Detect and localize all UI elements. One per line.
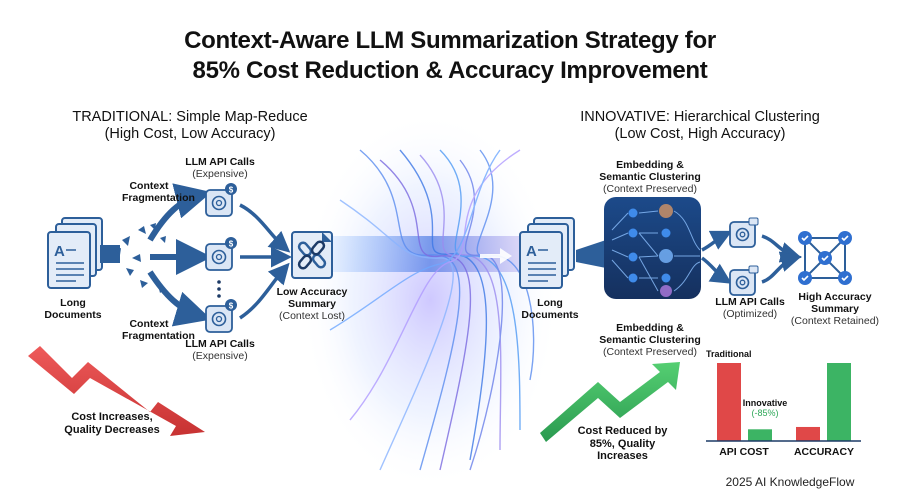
api-calls-title: LLM API Calls bbox=[715, 296, 785, 308]
summary-note: (Context Lost) bbox=[279, 310, 345, 323]
clustering-label-bottom: Embedding & Semantic Clustering (Context… bbox=[595, 322, 705, 358]
cost-reduction-arrow bbox=[540, 362, 680, 442]
bar-label-innovative: Innovative (-85%) bbox=[740, 398, 790, 419]
api-calls-note: (Expensive) bbox=[192, 350, 248, 363]
innovative-subheading: (Low Cost, High Accuracy) bbox=[614, 126, 786, 142]
api-calls-note: (Optimized) bbox=[722, 308, 778, 321]
llm-api-icon: $ bbox=[205, 237, 237, 271]
comparison-bar-chart bbox=[717, 363, 851, 441]
document-stack-icon: A bbox=[519, 217, 575, 289]
innovative-heading: INNOVATIVE: Hierarchical Clustering (Low… bbox=[545, 109, 855, 143]
traditional-heading: TRADITIONAL: Simple Map-Reduce (High Cos… bbox=[40, 109, 340, 143]
clustering-title: Embedding & Semantic Clustering bbox=[599, 322, 701, 347]
reduction-label: (-85%) bbox=[751, 408, 779, 419]
innovative-trend-text: Cost Reduced by 85%, Quality Increases bbox=[577, 425, 668, 463]
checkmark-network-icon bbox=[798, 231, 852, 285]
documents-label: Long Documents bbox=[521, 297, 579, 322]
api-calls-title: LLM API Calls bbox=[185, 338, 255, 350]
broken-link-icon bbox=[291, 231, 333, 279]
split-arrows bbox=[700, 230, 733, 284]
bar-accuracy-innovative bbox=[827, 363, 851, 441]
api-calls-title: LLM API Calls bbox=[185, 156, 255, 168]
optimized-api-label: LLM API Calls (Optimized) bbox=[710, 296, 790, 320]
svg-text:$: $ bbox=[229, 302, 234, 311]
clustering-title: Embedding & Semantic Clustering bbox=[599, 159, 701, 184]
fragmentation-arrows bbox=[100, 183, 212, 327]
innovative-heading-text: INNOVATIVE: Hierarchical Clustering bbox=[580, 109, 820, 125]
page-title: Context-Aware LLM Summarization Strategy… bbox=[0, 26, 900, 86]
title-line-1: Context-Aware LLM Summarization Strategy… bbox=[184, 27, 716, 54]
svg-text:A: A bbox=[526, 243, 537, 260]
cluster-network-icon bbox=[604, 197, 701, 299]
clustering-note: (Context Preserved) bbox=[603, 183, 697, 196]
merge-arrows bbox=[761, 234, 802, 284]
input-beam bbox=[576, 240, 606, 268]
documents-label: Long Documents bbox=[44, 297, 102, 322]
ellipsis-dots bbox=[217, 280, 221, 298]
bar-api-cost-traditional bbox=[717, 363, 741, 441]
document-stack-icon: A bbox=[47, 217, 103, 289]
cost-increase-arrow bbox=[28, 346, 205, 436]
api-calls-label-bottom: LLM API Calls (Expensive) bbox=[180, 338, 260, 362]
footer-credit: 2025 AI KnowledgeFlow bbox=[725, 475, 855, 489]
data-stream-swirl bbox=[300, 110, 560, 490]
bar-accuracy-traditional bbox=[796, 426, 820, 441]
summary-note: (Context Retained) bbox=[790, 315, 880, 328]
summary-title: High Accuracy Summary bbox=[798, 291, 872, 316]
clustering-label-top: Embedding & Semantic Clustering (Context… bbox=[595, 159, 705, 195]
llm-api-icon: $ bbox=[205, 299, 237, 333]
category-label-accuracy: ACCURACY bbox=[793, 446, 855, 458]
bar-label-traditional: Traditional bbox=[706, 349, 752, 359]
summary-title: Low Accuracy Summary bbox=[276, 286, 348, 311]
title-line-2: 85% Cost Reduction & Accuracy Improvemen… bbox=[192, 57, 708, 84]
fragmentation-label-top: Context Fragmentation bbox=[122, 180, 195, 205]
api-calls-note: (Expensive) bbox=[192, 168, 248, 181]
traditional-trend-text: Cost Increases, Quality Decreases bbox=[64, 411, 160, 436]
low-accuracy-summary-label: Low Accuracy Summary (Context Lost) bbox=[272, 286, 352, 322]
high-accuracy-summary-label: High Accuracy Summary (Context Retained) bbox=[785, 291, 885, 327]
traditional-heading-text: TRADITIONAL: Simple Map-Reduce bbox=[72, 109, 308, 125]
category-label-api-cost: API COST bbox=[719, 446, 769, 458]
clustering-note: (Context Preserved) bbox=[603, 346, 697, 359]
traditional-subheading: (High Cost, Low Accuracy) bbox=[104, 126, 276, 142]
llm-api-icon bbox=[729, 265, 759, 296]
svg-text:$: $ bbox=[229, 240, 234, 249]
api-calls-label-top: LLM API Calls (Expensive) bbox=[180, 156, 260, 180]
bar-api-cost-innovative bbox=[748, 429, 772, 441]
merge-arrows bbox=[239, 203, 292, 320]
svg-text:A: A bbox=[54, 243, 65, 260]
llm-api-icon bbox=[729, 217, 759, 248]
fragmentation-label-bottom: Context Fragmentation bbox=[122, 318, 195, 343]
innovative-label: Innovative bbox=[742, 398, 788, 408]
svg-text:$: $ bbox=[229, 186, 234, 195]
llm-api-icon: $ bbox=[205, 183, 237, 217]
